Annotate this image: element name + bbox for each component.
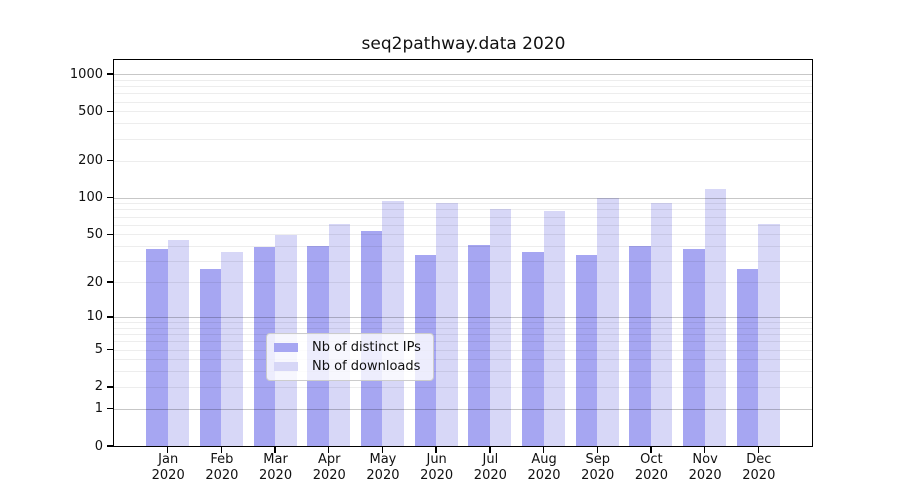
y-tick-label-20: 20 [86,274,103,290]
x-tick-label-oct: Oct 2020 [634,452,668,483]
y-tick-100 [107,196,113,199]
gridline-minor-700 [114,93,812,95]
y-tick-50 [107,233,113,236]
bar-dec-distinct-ips [736,268,759,446]
bar-feb-distinct-ips [199,268,222,446]
legend-item-distinct-ips: Nb of distinct IPs [274,338,421,357]
gridline-minor-600 [114,101,812,103]
bar-mar-distinct-ips [253,247,276,446]
y-tick-label-10: 10 [86,309,103,325]
bar-jul-distinct-ips [468,244,490,446]
x-tick-label-sep: Sep 2020 [581,452,615,483]
bar-oct-distinct-ips [629,246,651,446]
y-tick-1 [107,407,113,410]
gridline-major-1000 [114,74,812,76]
bar-may-downloads [382,200,404,446]
y-tick-10 [107,316,113,318]
y-tick-label-200: 200 [78,153,103,169]
x-tick-apr [328,446,330,453]
chart-title: seq2pathway.data 2020 [361,34,566,54]
y-tick-label-100: 100 [78,190,103,206]
bar-jan-distinct-ips [146,248,168,446]
gridline-minor-500 [114,111,812,113]
y-tick-label-0: 0 [94,438,103,454]
y-tick-20 [107,281,113,283]
x-tick-label-apr: Apr 2020 [312,452,346,483]
x-tick-label-mar: Mar 2020 [259,452,293,483]
bar-sep-downloads [597,198,619,446]
gridline-minor-900 [114,79,812,81]
gridline-minor-800 [114,86,812,88]
legend-swatch-downloads [274,362,298,371]
y-tick-2 [107,386,113,388]
x-tick-oct [650,446,652,453]
x-tick-label-dec: Dec 2020 [742,452,776,483]
legend-label-distinct-ips: Nb of distinct IPs [312,340,421,355]
legend-item-downloads: Nb of downloads [274,357,421,376]
x-tick-sep [596,446,598,453]
bar-nov-downloads [704,189,727,446]
x-tick-mar [274,446,276,453]
y-tick-500 [107,110,113,113]
gridline-minor-200 [114,160,812,162]
legend-swatch-distinct-ips [274,343,298,352]
bar-sep-distinct-ips [575,254,598,446]
legend: Nb of distinct IPs Nb of downloads [266,333,434,381]
gridline-minor-400 [114,123,812,125]
gridline-minor-300 [114,138,812,140]
y-tick-label-1: 1 [94,401,103,417]
x-tick-feb [220,446,223,453]
legend-label-downloads: Nb of downloads [312,359,421,374]
bar-feb-downloads [221,251,243,446]
x-tick-may [381,446,384,453]
x-tick-label-jul: Jul 2020 [473,452,507,483]
x-tick-label-nov: Nov 2020 [688,452,722,483]
y-tick-label-500: 500 [78,103,103,119]
y-tick-0 [107,445,113,447]
y-tick-label-50: 50 [86,226,103,242]
y-tick-200 [107,159,113,162]
plot-area [107,59,813,453]
bar-jan-downloads [167,239,190,446]
y-tick-label-1000: 1000 [69,66,103,82]
x-tick-label-feb: Feb 2020 [205,452,239,483]
bar-nov-distinct-ips [683,248,705,446]
x-tick-jan [166,446,169,453]
y-tick-label-5: 5 [94,342,103,358]
x-tick-label-jan: Jan 2020 [151,452,185,483]
x-tick-dec [757,446,759,453]
x-tick-label-may: May 2020 [366,452,400,483]
bar-jul-downloads [489,209,512,446]
x-tick-label-jun: Jun 2020 [420,452,454,483]
y-tick-5 [107,348,113,351]
bar-aug-downloads [543,211,566,446]
x-tick-aug [542,446,545,453]
bar-dec-downloads [758,223,780,446]
bar-aug-distinct-ips [522,251,544,446]
x-tick-jul [489,446,491,453]
x-tick-nov [703,446,706,453]
bar-jun-downloads [436,203,458,446]
y-tick-label-2: 2 [94,379,103,395]
x-tick-label-aug: Aug 2020 [527,452,561,483]
y-tick-1000 [107,73,113,75]
bar-oct-downloads [650,202,673,446]
x-tick-jun [435,446,437,453]
